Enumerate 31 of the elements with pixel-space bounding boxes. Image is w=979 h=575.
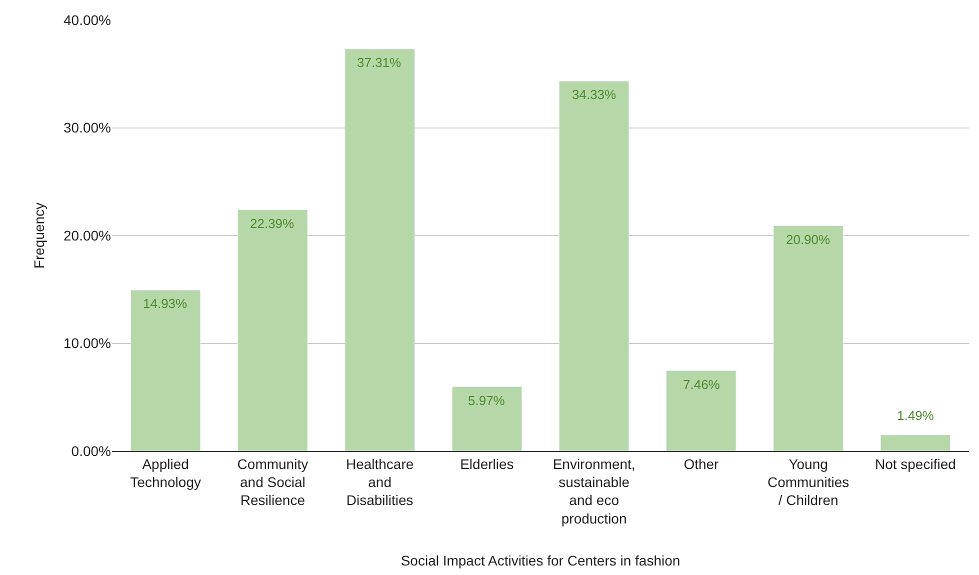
x-tick-label: Applied Technology (130, 456, 201, 490)
bar (130, 290, 201, 451)
x-tick-label: Not specified (874, 456, 956, 472)
bar (773, 226, 844, 451)
data-label: 37.31% (357, 55, 402, 70)
y-tick-label: 10.00% (64, 335, 111, 352)
data-label: 22.39% (250, 216, 295, 231)
data-label: 14.93% (143, 296, 188, 311)
bar (880, 434, 950, 451)
x-axis-title: Social Impact Activities for Centers in fashion (400, 552, 680, 569)
y-tick-label: 0.00% (71, 442, 111, 459)
data-label: 5.97% (468, 393, 506, 408)
y-axis-title: Frequency (31, 202, 48, 269)
data-label: 7.46% (683, 377, 720, 392)
x-tick-label: Elderlies (460, 456, 514, 472)
data-label: 1.49% (897, 408, 934, 423)
x-tick-label: Young Communities / Children (767, 456, 850, 508)
y-tick-label: 20.00% (64, 227, 111, 244)
bar (344, 48, 415, 451)
data-label: 34.33% (572, 87, 617, 102)
y-tick-label: 40.00% (64, 12, 111, 28)
bar (559, 80, 630, 451)
data-label: 20.90% (786, 232, 831, 247)
bar (666, 370, 736, 451)
x-tick-label: Other (684, 456, 720, 472)
y-tick-label: 30.00% (64, 120, 111, 136)
bar (452, 386, 522, 451)
bar (238, 210, 308, 451)
x-tick-label: Healthcare and Disabilities (346, 456, 414, 508)
x-tick-label: Community and Social Resilience (237, 456, 308, 508)
x-tick-label: Environment, sustainable and eco production (552, 456, 636, 526)
